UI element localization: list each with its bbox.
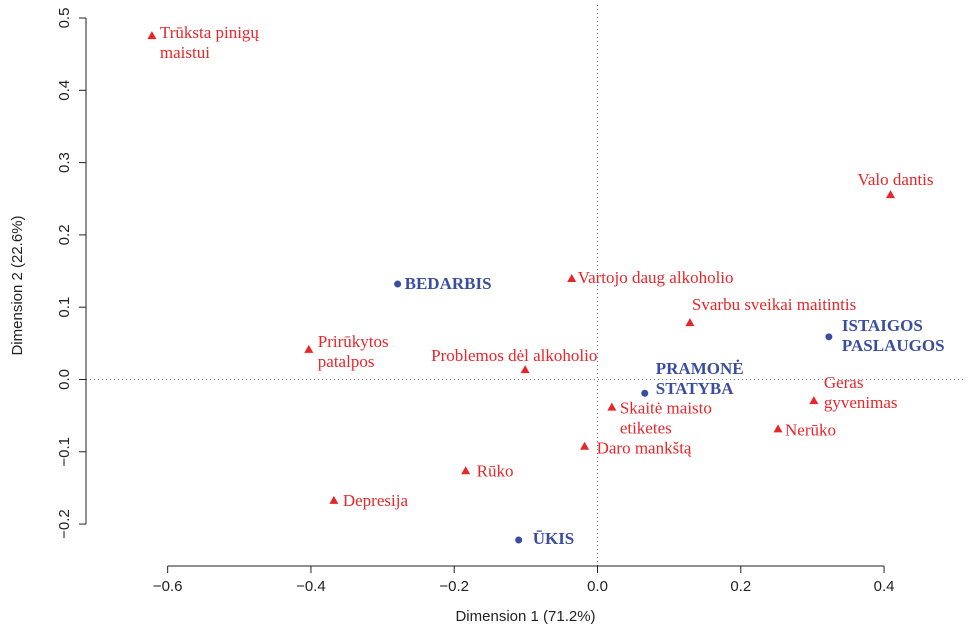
point-label: Vartojo daug alkoholio bbox=[578, 268, 734, 287]
point bbox=[567, 273, 577, 282]
point-label-line: Valo dantis bbox=[857, 170, 933, 189]
y-tick-label: 0.1 bbox=[56, 297, 73, 318]
point-label-line: Depresija bbox=[343, 491, 409, 510]
point-label-line: Geras bbox=[824, 373, 864, 392]
point-label-line: maistui bbox=[160, 43, 210, 62]
point-label: Trūksta pinigų maistui bbox=[160, 23, 260, 62]
x-tick-label: −0.4 bbox=[296, 578, 326, 595]
point-label-line: PASLAUGOS bbox=[842, 336, 945, 355]
point-label: Geras gyvenimas bbox=[824, 373, 898, 412]
point-label-line: ISTAIGOS bbox=[842, 316, 923, 335]
point-label: Valo dantis bbox=[857, 170, 933, 189]
point-label-line: etiketes bbox=[620, 419, 672, 438]
point-label-line: PRAMONĖ bbox=[656, 359, 744, 378]
point bbox=[461, 466, 471, 475]
point bbox=[304, 344, 314, 353]
point bbox=[329, 495, 339, 504]
point-label-line: Nerūko bbox=[785, 420, 836, 439]
point-label-line: Prirūkytos bbox=[318, 332, 389, 351]
x-tick-label: −0.2 bbox=[439, 578, 469, 595]
y-tick-label: 0.3 bbox=[56, 152, 73, 173]
point-label: Skaitė maisto etiketes bbox=[620, 399, 712, 438]
x-axis-title: Dimension 1 (71.2%) bbox=[455, 608, 595, 625]
point bbox=[520, 365, 530, 374]
point-label-line: patalpos bbox=[318, 352, 375, 371]
point-label-line: BEDARBIS bbox=[405, 274, 492, 293]
point-label: ISTAIGOS PASLAUGOS bbox=[842, 316, 945, 355]
point-label: Svarbu sveikai maitintis bbox=[692, 295, 856, 314]
y-tick-label: −0.1 bbox=[56, 437, 73, 467]
point bbox=[515, 536, 523, 544]
point bbox=[641, 389, 649, 397]
y-tick-label: −0.2 bbox=[56, 509, 73, 539]
x-tick-label: 0.2 bbox=[730, 578, 751, 595]
point-label: Depresija bbox=[343, 491, 409, 510]
point-label-line: Svarbu sveikai maitintis bbox=[692, 295, 856, 314]
y-tick-label: 0.2 bbox=[56, 224, 73, 245]
point-label: Problemos dėl alkoholio bbox=[431, 346, 597, 365]
point-label: Prirūkytos patalpos bbox=[318, 332, 389, 371]
point-label-line: Daro mankštą bbox=[597, 439, 692, 458]
point-label: BEDARBIS bbox=[405, 274, 492, 293]
point bbox=[394, 280, 402, 288]
y-axis-title: Dimension 2 (22.6%) bbox=[9, 215, 26, 355]
point bbox=[580, 441, 590, 450]
point-label-line: Trūksta pinigų bbox=[160, 23, 260, 42]
x-tick-label: 0.0 bbox=[587, 578, 608, 595]
y-tick-label: 0.5 bbox=[56, 8, 73, 29]
y-tick-label: 0.0 bbox=[56, 369, 73, 390]
point-label: Nerūko bbox=[785, 420, 836, 439]
point-label-line: Rūko bbox=[477, 461, 514, 480]
y-tick-label: 0.4 bbox=[56, 80, 73, 101]
point bbox=[825, 333, 833, 341]
point-label: Daro mankštą bbox=[597, 439, 692, 458]
point-label: Rūko bbox=[477, 461, 514, 480]
x-tick-label: −0.6 bbox=[153, 578, 183, 595]
point bbox=[685, 318, 695, 327]
point-label-line: ŪKIS bbox=[533, 529, 575, 548]
point bbox=[773, 424, 783, 433]
point bbox=[607, 402, 617, 411]
point-label-line: Problemos dėl alkoholio bbox=[431, 346, 597, 365]
point bbox=[147, 31, 157, 40]
point-label-line: STATYBA bbox=[656, 379, 735, 398]
x-tick-label: 0.4 bbox=[874, 578, 895, 595]
point-label: ŪKIS bbox=[533, 529, 575, 548]
point bbox=[809, 396, 819, 405]
point-label: PRAMONĖ STATYBA bbox=[656, 359, 744, 398]
point-label-line: gyvenimas bbox=[824, 393, 898, 412]
point-label-line: Skaitė maisto bbox=[620, 399, 712, 418]
point bbox=[885, 190, 895, 199]
point-label-line: Vartojo daug alkoholio bbox=[578, 268, 734, 287]
